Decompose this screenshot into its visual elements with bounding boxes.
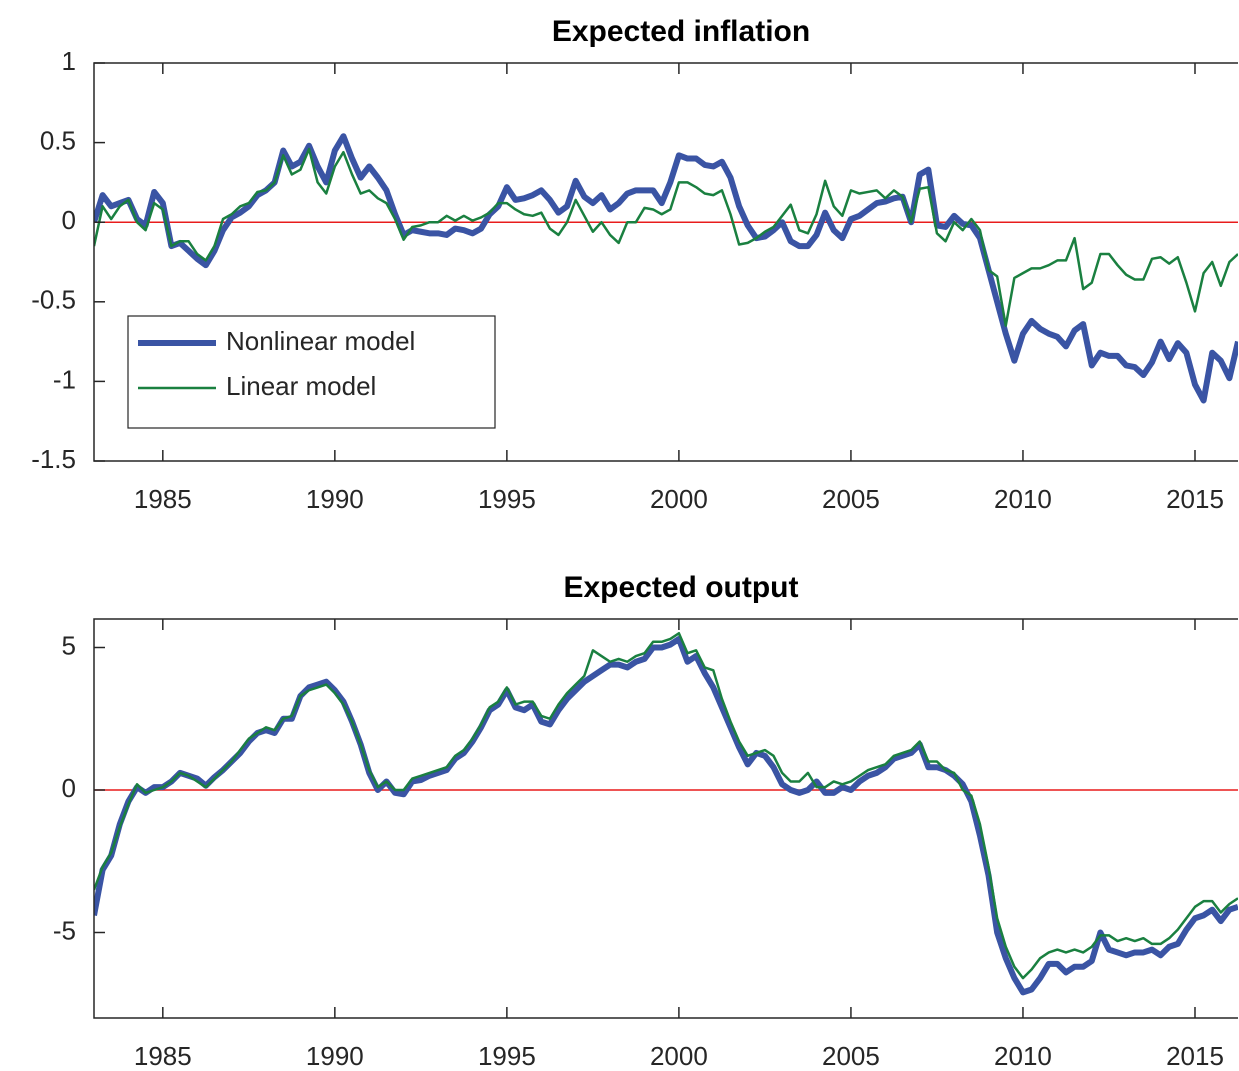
series-line [94,133,1238,404]
x-tick-label: 2015 [1166,484,1224,514]
x-tick-label: 2000 [650,484,708,514]
series-line [94,632,1238,980]
chart-title: Expected output [563,571,798,604]
legend-box [127,315,496,429]
y-tick-label: -0.5 [31,285,76,315]
x-tick-label: 1990 [306,484,364,514]
y-tick-label: -5 [53,915,76,945]
y-tick-label: 0 [62,773,76,803]
x-tick-label: 2000 [650,1041,708,1071]
axes-frame [93,618,1238,1019]
series-line [94,635,1238,996]
x-tick-label: 2005 [822,1041,880,1071]
x-tick-label: 1995 [478,484,536,514]
x-tick-label: 1985 [134,1041,192,1071]
x-tick-label: 1990 [306,1041,364,1071]
legend-label: Nonlinear model [226,326,415,356]
series-line [94,147,1238,327]
x-tick-label: 2010 [994,1041,1052,1071]
x-tick-label: 2015 [1166,1041,1224,1071]
y-tick-label: 5 [62,630,76,660]
x-tick-label: 1985 [134,484,192,514]
x-tick-label: 2010 [994,484,1052,514]
axes-frame [93,62,1238,462]
y-tick-label: -1.5 [31,444,76,474]
y-tick-label: -1 [53,364,76,394]
y-tick-label: 1 [62,46,76,76]
x-tick-label: 2005 [822,484,880,514]
y-tick-label: 0.5 [40,125,76,155]
x-tick-label: 1995 [478,1041,536,1071]
chart-title: Expected inflation [552,15,810,48]
y-tick-label: 0 [62,205,76,235]
legend-label: Linear model [226,371,376,401]
